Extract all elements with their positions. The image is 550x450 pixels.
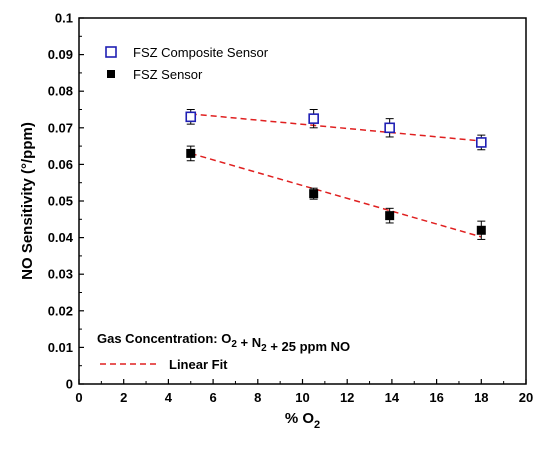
open-square-marker <box>384 122 395 134</box>
data-point <box>476 220 486 240</box>
legend-marker <box>107 70 115 78</box>
x-tick-label: 20 <box>519 390 533 405</box>
y-tick-label: 0.1 <box>55 11 73 26</box>
open-square-marker <box>185 111 197 123</box>
y-axis-title: NO Sensitivity (°/ppm) <box>19 122 36 280</box>
y-tick-label: 0.03 <box>48 267 73 282</box>
data-point <box>186 145 196 162</box>
legend-marker <box>105 46 117 58</box>
x-tick-label: 14 <box>385 390 400 405</box>
y-tick-label: 0.08 <box>48 84 73 99</box>
linear-fit-line <box>190 152 482 238</box>
data-point <box>475 134 487 151</box>
y-tick-label: 0.09 <box>48 47 73 62</box>
legend-label: FSZ Sensor <box>133 67 203 82</box>
axes: 0 2 4 6 8 10 12 14 16 18 20 0 0.01 0.02 0.03 0.04 0.05 0.… <box>19 11 533 432</box>
filled-square-marker <box>476 225 486 235</box>
x-tick-label: 12 <box>340 390 354 405</box>
legend-label: FSZ Composite Sensor <box>133 45 269 60</box>
plot-area <box>185 109 487 240</box>
x-tick-label: 10 <box>295 390 309 405</box>
x-tick-label: 18 <box>474 390 488 405</box>
data-point <box>308 109 319 129</box>
linear-fit-line <box>190 113 482 142</box>
x-axis-title: % O2 <box>285 410 320 431</box>
x-tick-label: 4 <box>165 390 173 405</box>
x-tick-label: 16 <box>429 390 443 405</box>
y-tick-label: 0.07 <box>48 120 73 135</box>
filled-square-marker <box>309 189 319 199</box>
x-tick-label: 6 <box>209 390 216 405</box>
fit-legend-label: Linear Fit <box>169 357 228 372</box>
annotation: Gas Concentration: O2 + N2 + 25 ppm NO Li… <box>97 331 350 372</box>
filled-square-marker <box>186 148 196 158</box>
x-tick-label: 2 <box>120 390 127 405</box>
x-tick-label: 8 <box>254 390 261 405</box>
data-point <box>384 118 395 138</box>
data-point <box>385 207 395 224</box>
y-tick-label: 0 <box>66 377 73 392</box>
open-square-marker <box>308 113 319 124</box>
y-tick-label: 0.02 <box>48 303 73 318</box>
open-square-marker <box>475 137 487 148</box>
y-tick-label: 0.05 <box>48 194 73 209</box>
y-tick-label: 0.04 <box>48 230 74 245</box>
gas-concentration-label: Gas Concentration: O2 + N2 + 25 ppm NO <box>97 331 350 354</box>
data-point <box>185 109 197 125</box>
legend: FSZ Composite Sensor FSZ Sensor <box>105 45 269 82</box>
data-point <box>309 187 319 200</box>
y-tick-label: 0.01 <box>48 340 73 355</box>
filled-square-marker <box>385 211 395 221</box>
y-tick-label: 0.06 <box>48 157 73 172</box>
x-tick-label: 0 <box>75 390 82 405</box>
